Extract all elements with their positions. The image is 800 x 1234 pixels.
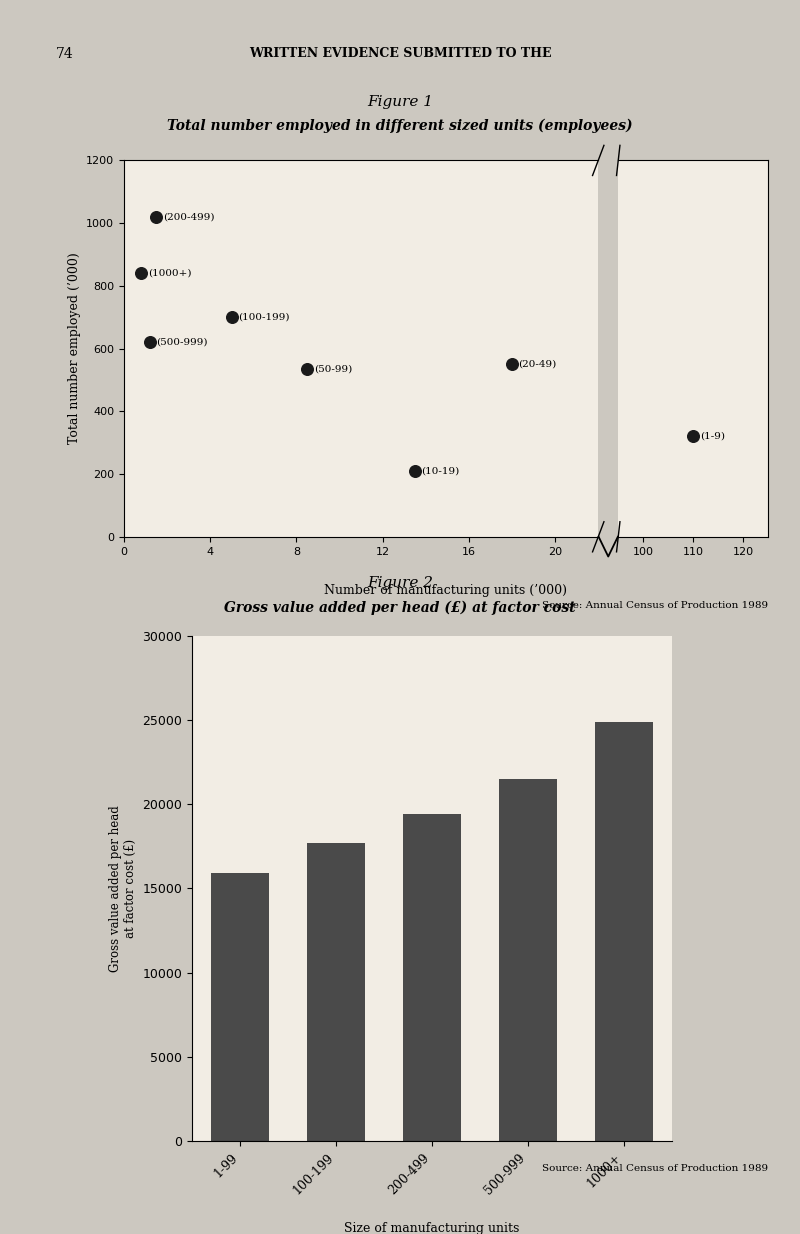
- Text: Source: Annual Census of Production 1989: Source: Annual Census of Production 1989: [542, 601, 768, 610]
- Point: [506, 354, 518, 374]
- Text: Figure 1: Figure 1: [367, 95, 433, 109]
- Bar: [307, 843, 365, 1141]
- Point: [301, 359, 314, 379]
- Point: [143, 332, 156, 352]
- Point: [686, 427, 699, 447]
- Text: 74: 74: [56, 47, 74, 60]
- Text: (100-199): (100-199): [238, 312, 290, 322]
- Bar: [595, 722, 653, 1141]
- Point: [226, 307, 238, 327]
- Text: WRITTEN EVIDENCE SUBMITTED TO THE: WRITTEN EVIDENCE SUBMITTED TO THE: [249, 47, 551, 60]
- Text: Number of manufacturing units (’000): Number of manufacturing units (’000): [325, 584, 567, 597]
- Text: (20-49): (20-49): [518, 360, 557, 369]
- Text: (1-9): (1-9): [701, 432, 726, 441]
- Text: (10-19): (10-19): [422, 466, 460, 475]
- Text: Source: Annual Census of Production 1989: Source: Annual Census of Production 1989: [542, 1164, 768, 1172]
- Text: (500-999): (500-999): [156, 338, 208, 347]
- Text: (1000+): (1000+): [148, 269, 191, 278]
- Point: [150, 207, 162, 227]
- Point: [409, 462, 422, 481]
- Y-axis label: Total number employed (’000): Total number employed (’000): [67, 253, 81, 444]
- Bar: [403, 814, 461, 1141]
- Bar: [499, 779, 557, 1141]
- Bar: [211, 874, 269, 1141]
- Text: (200-499): (200-499): [163, 212, 214, 221]
- Text: Gross value added per head (£) at factor cost: Gross value added per head (£) at factor…: [224, 600, 576, 615]
- Text: Figure 2: Figure 2: [367, 576, 433, 590]
- Text: Total number employed in different sized units (employees): Total number employed in different sized…: [167, 118, 633, 133]
- Point: [135, 264, 148, 284]
- Y-axis label: Gross value added per head
at factor cost (£): Gross value added per head at factor cos…: [109, 805, 137, 972]
- X-axis label: Size of manufacturing units: Size of manufacturing units: [344, 1222, 520, 1234]
- Text: (50-99): (50-99): [314, 364, 352, 374]
